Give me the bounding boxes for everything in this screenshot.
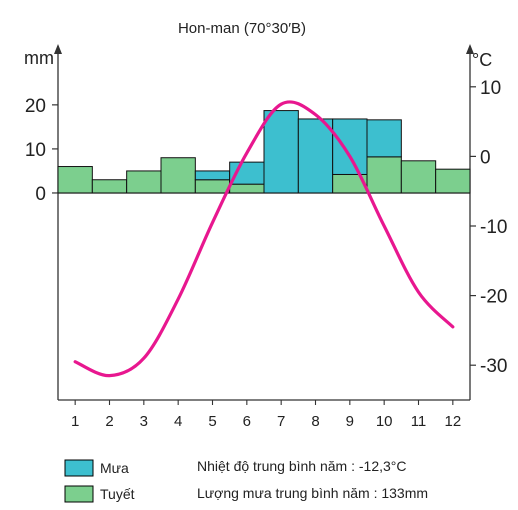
x-tick-label: 4 bbox=[174, 413, 182, 430]
legend-swatch-snow bbox=[64, 485, 94, 503]
right-tick-label: 0 bbox=[480, 147, 491, 168]
bars-group bbox=[57, 110, 471, 194]
temperature-line bbox=[73, 100, 455, 378]
right-axis-ticks: 10 0 -10 -20 -30 bbox=[470, 78, 507, 377]
x-tick-label: 11 bbox=[411, 413, 427, 430]
avg-rainfall-note: Lượng mưa trung bình năm : 133mm bbox=[197, 485, 428, 501]
x-tick-label: 6 bbox=[243, 413, 251, 430]
bar-rain bbox=[263, 110, 299, 194]
x-tick-label: 2 bbox=[105, 413, 113, 430]
bar-rain bbox=[332, 118, 368, 175]
legend-swatch-rain bbox=[64, 459, 94, 477]
bar-snow bbox=[57, 166, 93, 194]
x-tick-label: 3 bbox=[140, 413, 148, 430]
left-axis-arrow bbox=[54, 44, 62, 54]
x-tick-label: 12 bbox=[444, 413, 461, 430]
left-tick-label: 10 bbox=[25, 140, 46, 161]
x-tick-label: 8 bbox=[311, 413, 319, 430]
x-tick-label: 10 bbox=[376, 413, 393, 430]
left-tick-label: 20 bbox=[25, 96, 46, 117]
bar-snow bbox=[126, 170, 162, 194]
bar-rain bbox=[366, 119, 402, 158]
x-tick-label: 9 bbox=[346, 413, 354, 430]
right-tick-label: 10 bbox=[480, 78, 501, 99]
left-axis-ticks: 0 10 20 bbox=[25, 96, 58, 205]
left-tick-label: 0 bbox=[35, 184, 46, 205]
x-tick-label: 7 bbox=[277, 413, 285, 430]
legend-label-snow: Tuyết bbox=[100, 486, 135, 502]
bar-snow bbox=[194, 179, 231, 194]
temperature-line-group bbox=[73, 100, 455, 378]
left-axis-unit: mm bbox=[24, 48, 54, 68]
x-tick-label: 5 bbox=[208, 413, 216, 430]
legend: Mưa Tuyết bbox=[64, 459, 135, 503]
bar-rain bbox=[297, 118, 334, 194]
avg-temperature-note: Nhiệt độ trung bình năm : -12,3°C bbox=[197, 458, 407, 474]
bar-snow bbox=[366, 156, 402, 194]
bar-snow bbox=[435, 168, 471, 194]
bar-snow bbox=[160, 157, 196, 194]
plot-frame bbox=[54, 44, 474, 401]
x-tick-label: 1 bbox=[71, 413, 79, 430]
right-tick-label: -30 bbox=[480, 356, 507, 377]
bar-snow bbox=[229, 183, 265, 194]
x-axis-ticks: 1 2 3 4 5 6 7 8 9 10 11 12 bbox=[71, 400, 461, 430]
right-axis-unit: °C bbox=[472, 50, 492, 70]
legend-label-rain: Mưa bbox=[100, 460, 129, 476]
right-axis-arrow bbox=[466, 44, 474, 54]
bar-snow bbox=[91, 179, 128, 194]
bar-snow bbox=[400, 160, 437, 194]
bar-rain bbox=[194, 170, 231, 181]
right-tick-label: -10 bbox=[480, 217, 507, 238]
chart-title: Hon-man (70°30′B) bbox=[178, 20, 306, 37]
right-tick-label: -20 bbox=[480, 287, 507, 308]
